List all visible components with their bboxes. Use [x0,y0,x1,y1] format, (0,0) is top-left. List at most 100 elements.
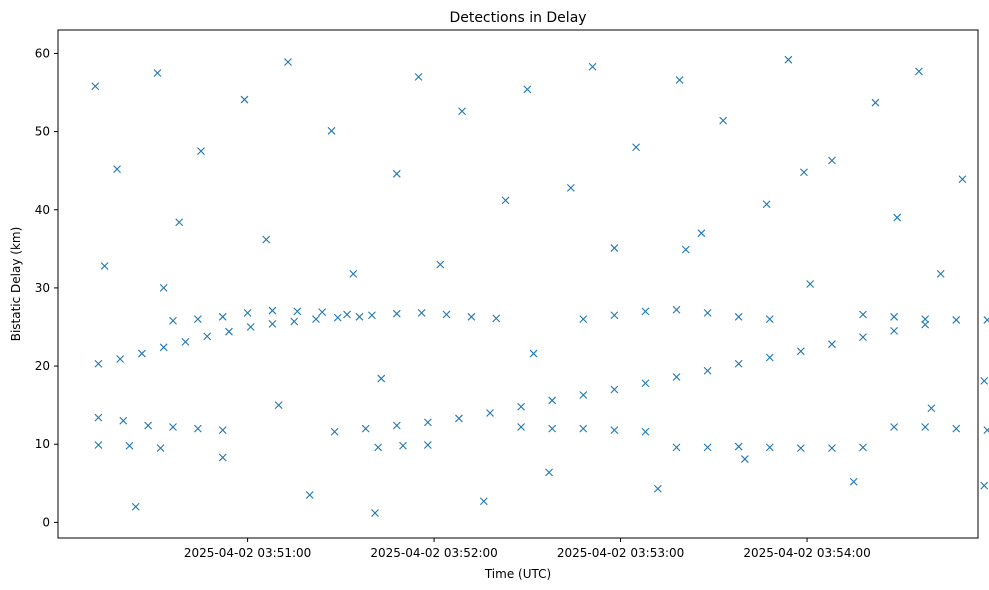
data-point-rising-track-early [333,313,342,322]
data-point-scattered [675,76,684,84]
data-point-10km-band [156,444,165,453]
data-point-10km-band [374,443,383,452]
data-point-10km-band [672,443,681,452]
data-point-scattered [218,453,227,462]
data-point-scattered [566,183,575,192]
y-ticks: 0 10 20 30 40 50 60 [35,46,58,529]
data-point-upper-late [765,315,774,324]
data-point-scattered [479,497,488,506]
x-tick-label: 2025-04-02 03:53:00 [557,546,684,560]
data-point-scattered [377,374,386,383]
data-point-upper-plateau [467,312,476,321]
data-point-main-rising [330,427,339,436]
data-point-upper-plateau [318,308,327,317]
data-point-scattered [91,82,100,91]
data-point-10km-band [828,444,836,453]
data-point-lower-late [921,423,930,431]
data-point-upper-late [734,312,743,321]
data-point-scattered [653,484,662,493]
data-point-scattered [274,401,283,410]
data-point-scattered [131,502,140,511]
data-point-scattered [349,269,358,278]
data-point-scattered [501,196,510,205]
data-point-10km-band [859,443,867,452]
data-point-scattered [800,168,808,177]
data-point-upper-plateau [343,310,351,319]
data-point-late-plateau [952,316,961,324]
data-point-lower-early [94,413,103,422]
data-point-upper-late [703,309,712,317]
x-ticks: 2025-04-02 03:51:00 2025-04-02 03:52:00 20… [184,538,871,560]
data-point-scattered [784,55,793,64]
data-point-main-rising [455,414,463,423]
data-point-10km-band [703,443,712,452]
data-point-main-rising [859,333,867,342]
data-point-main-rising [921,320,930,329]
data-point-upper-plateau [169,316,177,325]
data-point-scattered [153,69,162,77]
x-tick-label: 2025-04-02 03:52:00 [370,546,497,560]
data-point-scattered [828,156,836,165]
data-point-scattered [893,213,902,222]
data-point-scattered [871,98,880,107]
data-point-scattered [936,269,945,278]
data-point-upper-plateau [293,307,302,316]
data-point-scattered [327,126,336,135]
data-point-lower-late [610,426,619,435]
data-point-main-rising [423,418,432,427]
data-point-scattered [414,73,423,81]
data-point-rising-track-early [116,355,125,363]
data-point-main-rising [392,421,401,430]
data-point-scattered [980,481,989,490]
data-point-scattered [100,262,109,270]
data-point-main-rising [796,347,805,356]
data-point-late-plateau [921,315,930,324]
data-point-upper-plateau [492,314,501,323]
data-point-rising-track-early [94,359,103,368]
data-point-scattered [305,491,314,499]
data-point-scattered [806,280,815,288]
data-point-scattered [284,58,292,66]
data-point-upper-late [610,311,619,320]
data-point-scattered [197,147,205,156]
data-point-lower-late [890,423,898,431]
data-point-rising-track-early [159,343,168,352]
data-point-scattered [371,509,379,517]
x-tick-label: 2025-04-02 03:54:00 [743,546,870,560]
data-point-rising-track-early [246,323,255,331]
data-point-lower-late [517,423,525,431]
data-point-late-plateau [983,316,989,324]
data-point-scattered [588,62,597,71]
data-point-lower-early [169,423,177,431]
data-point-10km-band [423,441,432,449]
data-point-lower-early [144,421,153,430]
data-point-scattered [113,165,121,174]
data-point-scattered [632,143,640,152]
data-point-scattered [719,116,728,125]
data-point-10km-band [765,443,774,452]
data-point-scattered [762,200,771,209]
data-point-main-rising [548,396,557,405]
data-point-main-rising [734,359,743,368]
data-point-lower-early [218,426,227,435]
data-point-scattered [927,404,936,413]
data-point-rising-track-early [225,327,233,336]
data-point-upper-plateau [268,306,277,315]
data-point-scattered [958,175,967,184]
data-point-main-rising [672,373,681,381]
data-point-upper-late [641,307,650,316]
y-tick-label: 30 [35,281,50,295]
data-point-main-rising [579,391,588,399]
y-tick-label: 10 [35,437,50,451]
data-point-scattered [915,67,923,76]
data-point-lower-late [641,427,650,436]
y-axis-label: Bistatic Delay (km) [9,227,23,342]
data-point-scattered [458,107,466,116]
data-point-upper-plateau [392,309,401,318]
y-tick-label: 20 [35,359,50,373]
data-point-main-rising [890,327,898,335]
data-point-rising-track-early [203,332,212,341]
data-point-rising-track-early [268,319,277,328]
